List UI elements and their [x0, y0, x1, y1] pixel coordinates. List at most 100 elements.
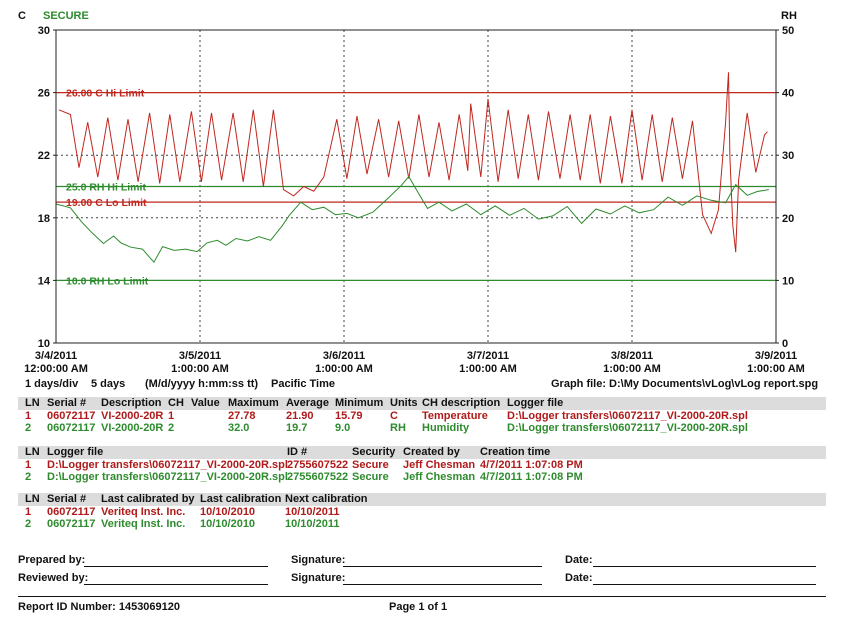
y-left-axis-label: C [18, 10, 26, 22]
table1-header-cell: CH [168, 397, 184, 409]
prepared-by-label: Prepared by: [18, 554, 86, 566]
table2-header-cell: Creation time [480, 446, 551, 458]
limit-lines [56, 91, 776, 281]
table1-cell: D:\Logger transfers\06072117_VI-2000-20R… [507, 410, 748, 422]
page-number: Page 1 of 1 [389, 601, 448, 613]
table2-header-cell: Created by [403, 446, 460, 458]
graph-file-text: Graph file: D:\My Documents\vLog\vLog re… [551, 378, 819, 390]
table1-header-cell: Description [101, 397, 162, 409]
table2-cell: 2755607522 [287, 471, 349, 483]
y-right-tick-label: 50 [782, 25, 794, 37]
reviewed-by-line[interactable] [84, 584, 268, 585]
table1-cell: 15.79 [335, 410, 363, 422]
date-line-1[interactable] [593, 566, 816, 567]
y-right-tick-label: 20 [782, 213, 794, 225]
table1-header-cell: LN [25, 397, 40, 409]
table3-header-cell: Next calibration [285, 493, 368, 505]
y-right-tick-label: 40 [782, 88, 794, 100]
x-tick-date-label: 3/8/2011 [611, 350, 653, 362]
limit-label: 19.00 C Lo Limit [66, 197, 147, 209]
table1-cell: 2 [25, 422, 32, 434]
table2-header-cell: ID # [287, 446, 308, 458]
table3-cell: 10/10/2010 [200, 518, 256, 530]
table1-header-bar [18, 397, 826, 410]
prepared-by-line[interactable] [84, 566, 268, 567]
x-tick-time-label: 1:00:00 AM [603, 363, 661, 375]
x-tick-date-label: 3/7/2011 [467, 350, 509, 362]
y-right-tick-label: 30 [782, 150, 794, 162]
timezone-text: Pacific Time [271, 378, 335, 390]
table1-cell: 1 [25, 410, 32, 422]
table3-cell: 2 [25, 518, 32, 530]
x-tick-date-label: 3/5/2011 [179, 350, 221, 362]
table3-cell: 06072117 [47, 518, 96, 530]
table1-cell: D:\Logger transfers\06072117_VI-2000-20R… [507, 422, 748, 434]
x-tick-date-label: 3/6/2011 [323, 350, 365, 362]
table1-cell: 9.0 [335, 422, 351, 434]
limit-label: 25.0 RH Hi Limit [66, 182, 146, 194]
table1-cell: 21.90 [286, 410, 314, 422]
table1-header-cell: Minimum [335, 397, 384, 409]
limit-label: 26.00 C Hi Limit [66, 88, 145, 100]
y-right-tick-label: 0 [782, 338, 788, 350]
x-tick-time-label: 1:00:00 AM [171, 363, 229, 375]
table2-header-cell: Security [352, 446, 396, 458]
table3-header-cell: Last calibration [200, 493, 282, 505]
x-tick-date-label: 3/9/2011 [755, 350, 797, 362]
table1-header-cell: Units [390, 397, 418, 409]
table3-header-cell: Last calibrated by [101, 493, 195, 505]
table1-cell: C [390, 410, 398, 422]
plot-frame [55, 29, 777, 344]
table1-cell: 27.78 [228, 410, 256, 422]
y-right-tick-label: 10 [782, 275, 794, 287]
table1-cell: VI-2000-20R [101, 410, 164, 422]
table1-header-cell: Logger file [507, 397, 564, 409]
limit-labels: 26.00 C Hi Limit 19.00 C Lo Limit 25.0 RH … [66, 88, 149, 288]
signature-line-1[interactable] [343, 566, 542, 567]
date-line-2[interactable] [593, 584, 816, 585]
table3-header-cell: LN [25, 493, 40, 505]
table3-cell: Veriteq Inst. Inc. [101, 506, 186, 518]
table3-cell: 06072117 [47, 506, 96, 518]
x-tick-time-label: 1:00:00 AM [315, 363, 373, 375]
signature-line-2[interactable] [343, 584, 542, 585]
secure-label: SECURE [43, 10, 89, 22]
table1-cell: Humidity [422, 422, 470, 434]
table3-cell: 10/10/2010 [200, 506, 256, 518]
table2-cell: 1 [25, 459, 32, 471]
table1-header-cell: Maximum [228, 397, 279, 409]
table1-header-cell: Average [286, 397, 330, 409]
reviewed-by-label: Reviewed by: [18, 572, 89, 584]
y-left-tick-label: 30 [38, 25, 50, 37]
table1-header-cell: Serial # [47, 397, 87, 409]
limit-label: 10.0 RH Lo Limit [66, 275, 149, 287]
table3-cell: 10/10/2011 [285, 506, 340, 518]
table1-header-cell: CH description [422, 397, 501, 409]
y-right-axis-label: RH [781, 10, 797, 22]
table1-cell: 06072117 [47, 422, 96, 434]
y-left-tick-label: 14 [38, 275, 51, 287]
table2-cell: Jeff Chesman [403, 459, 476, 471]
scale-text: 1 days/div [25, 378, 79, 390]
table2-cell: Secure [352, 459, 389, 471]
table1-cell: Temperature [422, 410, 488, 422]
y-left-tick-label: 22 [38, 150, 50, 162]
axis-labels: 30 26 22 18 14 10 50 40 30 20 10 0 3/4/201112:00:00 … [24, 25, 805, 375]
table2-cell: 2755607522 [287, 459, 349, 471]
table2-header-bar [18, 446, 826, 459]
signature-label-1: Signature: [291, 554, 346, 566]
table1-cell: 1 [168, 410, 175, 422]
table3-header-bar [18, 493, 826, 506]
x-tick-time-label: 1:00:00 AM [459, 363, 517, 375]
table1-cell: 19.7 [286, 422, 308, 434]
rh-series-line [55, 175, 769, 264]
span-text: 5 days [91, 378, 126, 390]
table1-cell: 32.0 [228, 422, 250, 434]
format-text: (M/d/yyyy h:mm:ss tt) [145, 378, 259, 390]
table2-cell: Secure [352, 471, 389, 483]
y-left-tick-label: 10 [38, 338, 50, 350]
table2-cell: D:\Logger transfers\06072117_VI-2000-20R… [47, 459, 288, 471]
table1-cell: RH [390, 422, 406, 434]
temp-series-line [58, 72, 768, 253]
x-tick-time-label: 1:00:00 AM [747, 363, 805, 375]
